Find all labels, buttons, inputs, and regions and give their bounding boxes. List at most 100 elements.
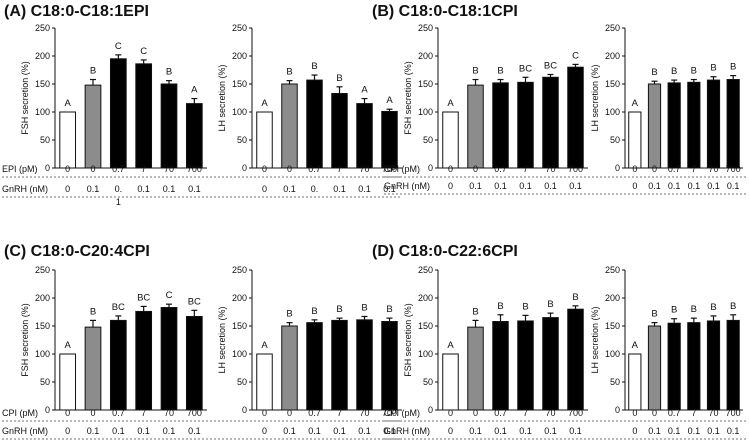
gnrh-value: 0.1 [333, 184, 346, 194]
dose-value: 7 [141, 408, 146, 418]
significance-letter: A [361, 85, 368, 96]
significance-letter: BC [544, 60, 557, 71]
gnrh-value: 0.1 [544, 181, 557, 191]
significance-letter: BC [137, 292, 150, 303]
bar [256, 353, 273, 411]
dose-value: 0 [90, 164, 95, 174]
dose-value: 0.7 [308, 408, 321, 418]
y-tick-label: 50 [40, 377, 50, 387]
bar [567, 308, 584, 411]
bar [59, 111, 77, 169]
gnrh-value: 0.1 [544, 426, 557, 436]
bar [109, 58, 127, 169]
dose-value: 0 [652, 164, 657, 174]
gnrh-value: 0.1 [727, 426, 740, 436]
dose-value: 0 [632, 408, 637, 418]
bar [281, 83, 298, 169]
significance-letter: A [632, 340, 639, 351]
panel-b: (B) C18:0-C18:1CPI 0 50 100 150 200 250 FSH sec… [372, 3, 746, 195]
significance-letter: B [497, 301, 503, 312]
y-tick-label: 250 [418, 265, 433, 275]
dose-value: 0 [65, 164, 70, 174]
bar [628, 111, 642, 169]
y-tick-label: 250 [605, 23, 620, 33]
bar [356, 103, 373, 169]
gnrh-value: 0.1 [137, 426, 150, 436]
significance-letter: BC [112, 302, 125, 313]
bar [726, 79, 740, 169]
y-tick-label: 250 [418, 23, 433, 33]
y-tick-label: 150 [35, 321, 50, 331]
significance-letter: A [261, 98, 268, 109]
dose-value: 0 [90, 408, 95, 418]
significance-letter: B [90, 66, 96, 77]
significance-letter: B [386, 304, 392, 315]
y-tick-label: 150 [605, 321, 620, 331]
gnrh-value: 0.1 [308, 426, 321, 436]
y-axis-label: FSH secretion (%) [403, 303, 413, 377]
bar [667, 322, 681, 411]
dose-value: 7 [691, 164, 696, 174]
dose-value: 0.7 [668, 408, 681, 418]
y-tick-label: 0 [45, 405, 50, 415]
y-tick-label: 250 [605, 265, 620, 275]
significance-letter: B [730, 62, 736, 73]
gnrh-value: 0. [311, 184, 319, 194]
bar [647, 325, 662, 411]
bar [687, 81, 701, 169]
bar [687, 322, 701, 411]
gnrh-value: 0. [115, 184, 123, 194]
bar [567, 66, 584, 169]
y-tick-label: 50 [237, 377, 247, 387]
significance-letter: A [447, 98, 454, 109]
dose-value: 7 [337, 408, 342, 418]
gnrh-value: 0.1 [383, 426, 396, 436]
y-axis-label: LH secretion (%) [217, 64, 227, 131]
dose-value: 70 [164, 164, 174, 174]
dose-row-label: EPI (pM) [2, 164, 38, 174]
y-tick-label: 250 [35, 23, 50, 33]
gnrh-value: 0.1 [707, 181, 720, 191]
y-tick-label: 100 [232, 349, 247, 359]
significance-letter: A [261, 340, 268, 351]
dose-value: 0.7 [494, 164, 507, 174]
dose-value: 0 [632, 164, 637, 174]
gnrh-value: 0.1 [188, 426, 201, 436]
gnrh-value: 0.1 [707, 426, 720, 436]
gnrh-value: 0.1 [688, 426, 701, 436]
gnrh-value: 0.1 [727, 181, 740, 191]
significance-letter: B [651, 309, 657, 320]
lh-subplot: 0 50 100 150 200 250 LH secretion (%) A B B B B B [590, 23, 743, 173]
bar [381, 321, 398, 411]
significance-letter: B [522, 301, 528, 312]
gnrh-value: 0.1 [648, 181, 661, 191]
y-tick-label: 0 [615, 405, 620, 415]
bar [492, 82, 509, 169]
y-tick-label: 200 [418, 51, 433, 61]
significance-letter: C [572, 50, 579, 61]
gnrh-value: 0.1 [469, 426, 482, 436]
lh-subplot: 0 50 100 150 200 250 LH secretion (%) A B B B A A [217, 23, 402, 173]
dose-value: 0 [473, 408, 478, 418]
dose-value: 700 [187, 408, 202, 418]
gnrh-value: 0 [65, 426, 70, 436]
y-tick-label: 200 [418, 293, 433, 303]
y-tick-label: 150 [605, 79, 620, 89]
bar [726, 319, 740, 411]
gnrh-value: 0.1 [494, 426, 507, 436]
y-axis-label: FSH secretion (%) [20, 303, 30, 377]
dose-value: 0.7 [112, 164, 125, 174]
y-tick-label: 200 [605, 293, 620, 303]
gnrh-value: 0 [632, 426, 637, 436]
dose-value: 0 [448, 164, 453, 174]
gnrh-row-label: GnRH (nM) [2, 184, 48, 194]
bar [281, 325, 298, 411]
bar [517, 81, 534, 169]
bar [160, 307, 178, 411]
y-tick-label: 100 [605, 107, 620, 117]
dose-value: 7 [337, 164, 342, 174]
bar [256, 111, 273, 169]
bar [628, 353, 642, 411]
